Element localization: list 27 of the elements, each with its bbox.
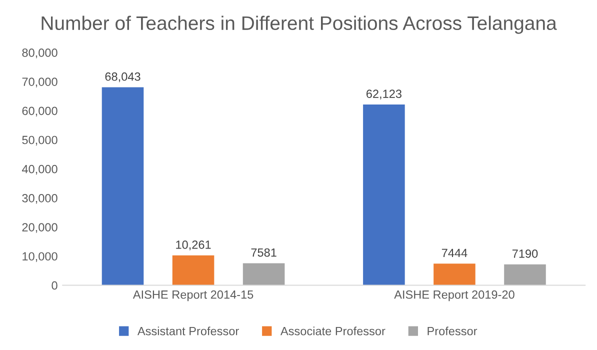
bar (172, 255, 214, 286)
data-label: 7444 (442, 248, 468, 257)
y-tick-label: 40,000 (22, 164, 58, 175)
y-tick-label: 80,000 (22, 48, 58, 58)
chart-title: Number of Teachers in Different Positions Across Telangana (42, 16, 557, 34)
y-tick-label: 20,000 (22, 223, 58, 233)
legend-label: Associate Professor (280, 326, 386, 336)
y-tick-label: 10,000 (22, 252, 58, 262)
bar (434, 264, 476, 286)
y-tick-label: 60,000 (22, 106, 58, 116)
bar (242, 263, 285, 286)
data-label: 10,261 (176, 240, 211, 250)
y-tick-label: 70,000 (22, 78, 58, 88)
x-tick-label: AISHE Report 2014-15 (132, 290, 254, 302)
bar (363, 104, 405, 286)
legend-label: Assistant Professor (137, 326, 239, 336)
y-tick-label: 0 (52, 281, 58, 290)
data-label: 62,123 (366, 90, 402, 100)
bar (102, 87, 144, 286)
bar (504, 264, 546, 286)
data-label: 68,043 (105, 72, 140, 82)
y-tick-label: 50,000 (22, 136, 58, 146)
x-tick-label: AISHE Report 2019-20 (394, 290, 514, 302)
data-label: 7190 (512, 249, 538, 258)
data-label: 7581 (251, 248, 276, 257)
legend-label: Professor (428, 326, 478, 336)
y-tick-label: 30,000 (22, 194, 58, 204)
